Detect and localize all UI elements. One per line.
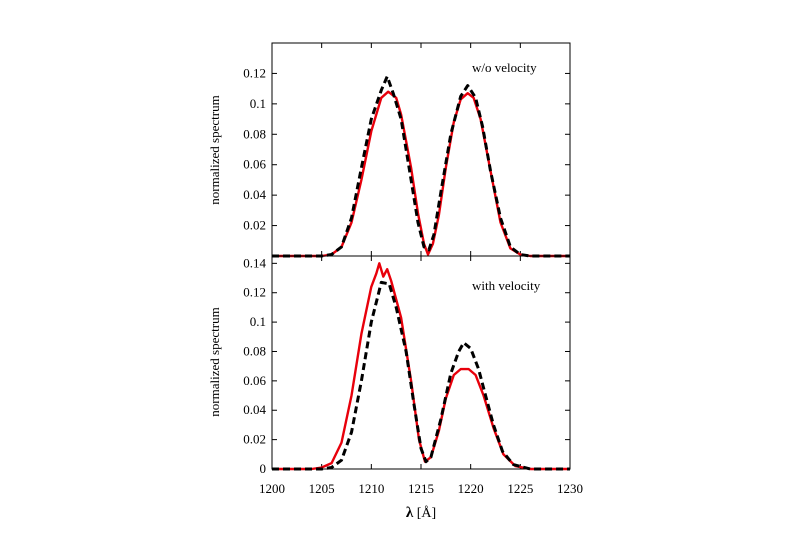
bot-ytick-label: 0.08 [243, 343, 266, 358]
top-ytick-label: 0.12 [243, 65, 266, 80]
bot-ytick-label: 0 [260, 461, 267, 476]
bot-ytick-label: 0.02 [243, 432, 266, 447]
top-y-axis-label: normalized spectrum [207, 95, 222, 204]
bottom-panel: 1200 1205 1210 1215 1220 1225 1230 0 0.02 0.04 0.… [207, 255, 583, 521]
xtick-label: 1215 [408, 481, 434, 496]
x-axis-label: λ [Å] [406, 505, 436, 521]
xtick-label: 1210 [358, 481, 384, 496]
bot-ytick-label: 0.06 [243, 373, 266, 388]
top-ytick-label: 0.04 [243, 187, 266, 202]
bot-ytick-label: 0.14 [243, 255, 266, 270]
bot-series-line-solid [272, 262, 570, 471]
bottom-y-ticks: 0 0.02 0.04 0.06 0.08 0.1 0.12 0.14 [243, 255, 570, 476]
top-series [272, 75, 570, 258]
top-ytick-label: 0.1 [250, 96, 266, 111]
top-y-ticks: 0.02 0.04 0.06 0.08 0.1 0.12 [243, 65, 570, 233]
top-panel-annotation: w/o velocity [472, 60, 537, 75]
top-ytick-label: 0.06 [243, 157, 266, 172]
bottom-panel-annotation: with velocity [472, 278, 541, 293]
top-ytick-label: 0.02 [243, 218, 266, 233]
bottom-x-ticks: 1200 1205 1210 1215 1220 1225 1230 [259, 256, 583, 496]
xtick-label: 1220 [458, 481, 484, 496]
x-axis-symbol: λ [406, 505, 414, 521]
top-ytick-label: 0.08 [243, 126, 266, 141]
bot-ytick-label: 0.1 [250, 314, 266, 329]
xtick-label: 1205 [309, 481, 335, 496]
xtick-label: 1230 [557, 481, 583, 496]
bot-series-line-dashed [272, 280, 570, 471]
bot-ytick-label: 0.04 [243, 402, 266, 417]
top-panel: 0.02 0.04 0.06 0.08 0.1 0.12 w/o velocity nor… [207, 42, 571, 258]
x-axis-unit: [Å] [413, 505, 436, 521]
xtick-label: 1225 [507, 481, 533, 496]
bot-ytick-label: 0.12 [243, 285, 266, 300]
bottom-y-axis-label: normalized spectrum [207, 307, 222, 416]
xtick-label: 1200 [259, 481, 285, 496]
bottom-series [272, 262, 570, 471]
